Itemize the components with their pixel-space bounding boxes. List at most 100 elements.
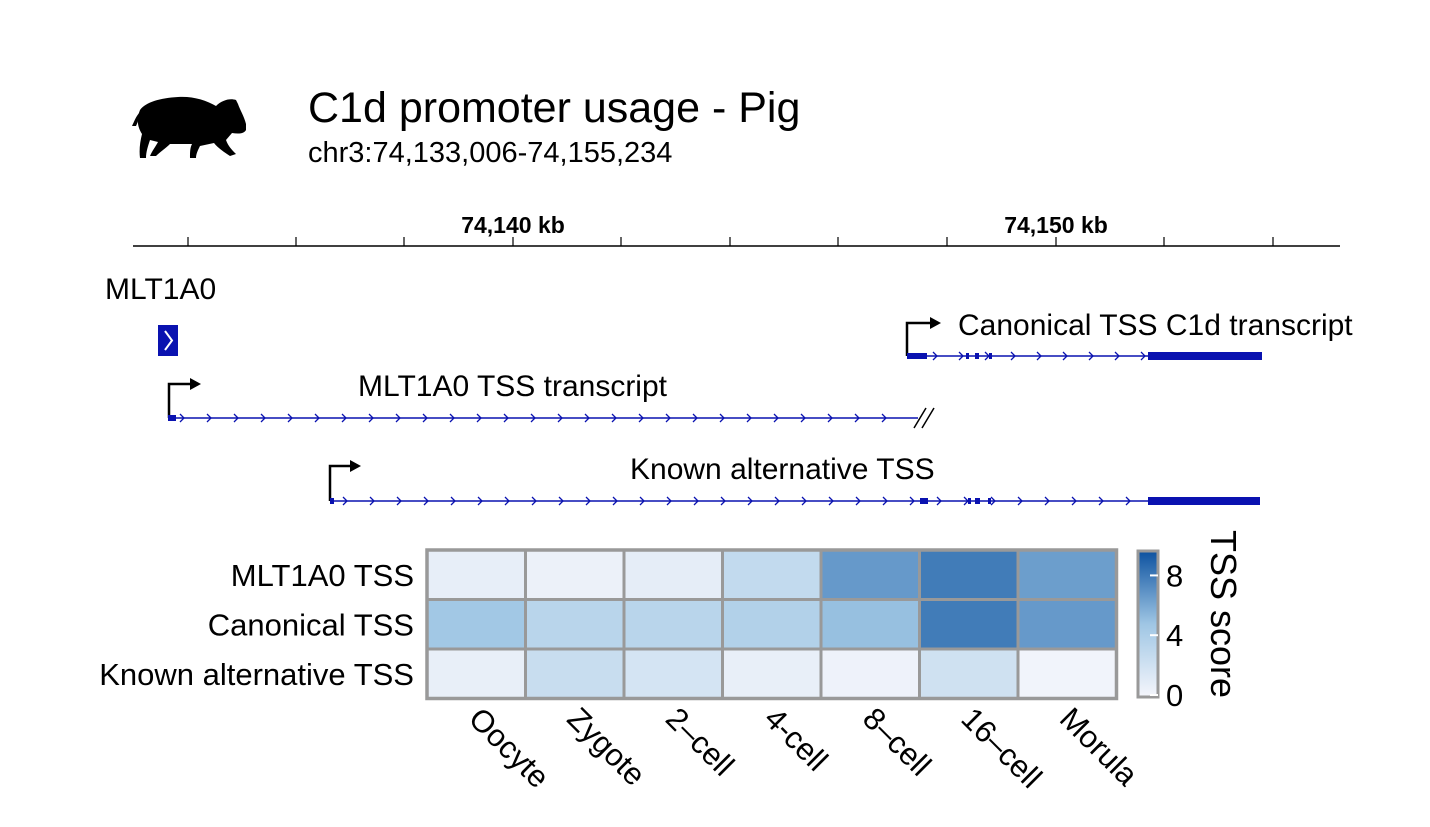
intron-chevron (476, 413, 482, 423)
tss-arrow-icon (328, 464, 352, 501)
transcript-label: Canonical TSS C1d transcript (958, 309, 1353, 342)
heatmap-cell (524, 598, 626, 651)
intron-chevron (260, 413, 266, 423)
intron-chevron (1088, 351, 1094, 361)
intron-chevron (1140, 351, 1146, 361)
intron-chevron (1062, 351, 1068, 361)
repeat-label: MLT1A0 (105, 273, 216, 306)
intron-chevron (341, 413, 347, 423)
break-mark (913, 407, 927, 429)
pig-silhouette-icon (132, 96, 246, 158)
intron-chevron (855, 496, 861, 506)
heatmap-cell (918, 548, 1020, 601)
intron-chevron (1044, 496, 1050, 506)
intron-chevron (1114, 351, 1120, 361)
intron-chevron (984, 351, 990, 361)
mlt1a0-transcript-track: MLT1A0 TSS transcript (167, 370, 935, 429)
intron-chevron (828, 496, 834, 506)
heatmap-column-label: Zygote (561, 701, 653, 793)
intron-chevron (530, 413, 536, 423)
intron-chevron (1036, 351, 1042, 361)
colorbar-title: TSS score (1203, 530, 1244, 698)
repeat-element (158, 325, 178, 356)
intron-chevron (666, 496, 672, 506)
intron-chevron (422, 413, 428, 423)
intron-chevron (692, 413, 698, 423)
transcript-label: MLT1A0 TSS transcript (358, 370, 668, 403)
ruler-tick-label: 74,150 kb (1004, 212, 1108, 238)
intron-chevron (395, 413, 401, 423)
intron-chevron (450, 496, 456, 506)
intron-chevron (801, 496, 807, 506)
canonical-transcript-track: Canonical TSS C1d transcript (905, 309, 1353, 361)
heatmap-cell (1016, 548, 1118, 601)
intron-chevron (1125, 496, 1131, 506)
heatmap-cell (622, 548, 724, 601)
intron-chevron (1010, 351, 1016, 361)
heatmap-cell (1016, 647, 1118, 700)
heatmap-cell (819, 647, 921, 700)
heatmap-cell (622, 647, 724, 700)
heatmap-cell (721, 548, 823, 601)
alternative-transcript-track: Known alternative TSS (328, 453, 1260, 506)
colorbar-tick-label: 0 (1166, 678, 1183, 713)
genomic-coordinates: chr3:74,133,006-74,155,234 (308, 137, 672, 169)
intron-chevron (423, 496, 429, 506)
intron-chevron (449, 413, 455, 423)
intron-chevron (665, 413, 671, 423)
intron-chevron (746, 413, 752, 423)
intron-chevron (638, 413, 644, 423)
intron-chevron (342, 496, 348, 506)
intron-chevron (773, 413, 779, 423)
intron-chevron (503, 413, 509, 423)
heatmap-cell (819, 548, 921, 601)
intron-chevron (369, 496, 375, 506)
intron-chevron (206, 413, 212, 423)
heatmap-cell (721, 647, 823, 700)
heatmap-cell (819, 598, 921, 651)
intron-chevron (747, 496, 753, 506)
intron-chevron (558, 496, 564, 506)
heatmap-row-label: Known alternative TSS (99, 657, 414, 692)
colorbar-gradient (1136, 549, 1160, 699)
heatmap-cell (721, 598, 823, 651)
tss-heatmap: MLT1A0 TSS Canonical TSS Known alternative… (99, 548, 1145, 795)
intron-chevron (1098, 496, 1104, 506)
intron-chevron (990, 496, 996, 506)
intron-chevron (958, 351, 964, 361)
intron-chevron (882, 496, 888, 506)
intron-chevron (477, 496, 483, 506)
intron-chevron (1017, 496, 1023, 506)
intron-chevron (639, 496, 645, 506)
intron-chevron (693, 496, 699, 506)
intron-chevron (611, 413, 617, 423)
heatmap-cell (524, 548, 626, 601)
intron-chevron (531, 496, 537, 506)
genome-ruler: 74,140 kb 74,150 kb (133, 212, 1340, 247)
intron-chevron (504, 496, 510, 506)
intron-chevron (936, 496, 942, 506)
heatmap-cell (425, 548, 527, 601)
ruler-tick-label: 74,140 kb (461, 212, 565, 238)
intron-chevron (368, 413, 374, 423)
intron-chevron (179, 413, 185, 423)
intron-chevron (396, 496, 402, 506)
heatmap-cell (1016, 598, 1118, 651)
heatmap-column-label: Morula (1053, 701, 1145, 793)
tss-arrow-icon (167, 382, 192, 418)
heatmap-cell (524, 647, 626, 700)
intron-chevron (881, 413, 887, 423)
heatmap-cell (425, 647, 527, 700)
heatmap-row-label: Canonical TSS (208, 607, 414, 642)
tss-arrow-icon (905, 321, 932, 356)
colorbar-tick-label: 8 (1166, 558, 1183, 593)
heatmap-border (425, 548, 1119, 701)
intron-chevron (854, 413, 860, 423)
intron-chevron (932, 351, 938, 361)
colorbar: 0 4 8 TSS score (1136, 530, 1244, 713)
intron-chevron (557, 413, 563, 423)
heatmap-cell (425, 598, 527, 651)
heatmap-column-label: 8–cell (856, 701, 938, 783)
intron-chevron (719, 413, 725, 423)
